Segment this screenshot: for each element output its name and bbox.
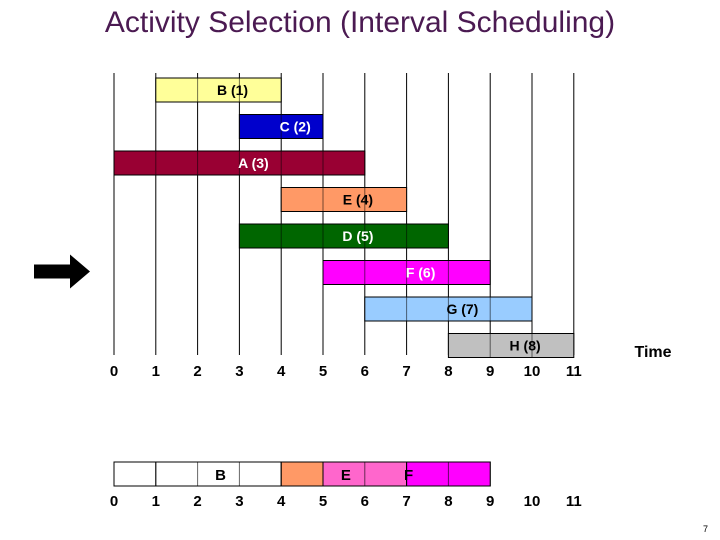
slide-title: Activity Selection (Interval Scheduling) <box>104 6 616 39</box>
activity-bar <box>238 223 449 249</box>
tick-label-bottom-0: 0 <box>110 493 118 510</box>
tick-label-top-5: 5 <box>319 363 327 380</box>
tick-label-top-7: 7 <box>402 363 410 380</box>
tick-label-bottom-3: 3 <box>235 493 243 510</box>
activity-3: E (4) <box>280 187 408 212</box>
selected-segment-1 <box>280 461 324 487</box>
tick-label-top-10: 10 <box>524 363 541 380</box>
tick-label-top-8: 8 <box>444 363 452 380</box>
arrow-right-icon <box>34 254 90 289</box>
time-axis-top: 0 1 2 3 4 5 6 7 8 9 10 11 <box>110 363 582 380</box>
tick-label-bottom-10: 10 <box>524 493 541 510</box>
time-axis-bottom: 0 1 2 3 4 5 6 7 8 9 10 11 <box>110 493 582 510</box>
activity-bar <box>155 77 282 103</box>
tick-label-bottom-7: 7 <box>402 493 410 510</box>
tick-label-bottom-1: 1 <box>152 493 160 510</box>
tick-label-top-4: 4 <box>277 363 286 380</box>
activity-label: C (2) <box>280 119 311 135</box>
tick-label-bottom-8: 8 <box>444 493 452 510</box>
activity-4: D (5) <box>238 223 449 249</box>
activity-1: C (2) <box>238 114 324 139</box>
selection-label-0: B <box>215 467 226 484</box>
selection-label-2: F <box>404 467 413 484</box>
tick-label-bottom-6: 6 <box>361 493 369 510</box>
activity-bar <box>280 187 408 212</box>
tick-label-top-2: 2 <box>193 363 201 380</box>
tick-label-bottom-9: 9 <box>486 493 494 510</box>
selection-label-1: E <box>341 467 351 484</box>
activity-bars: B (1) C (2) A (3) E (4) D (5) F (6) G (7) H (8) <box>113 77 575 358</box>
tick-label-top-1: 1 <box>152 363 160 380</box>
activity-label: B (1) <box>217 82 248 98</box>
tick-label-top-11: 11 <box>566 363 582 380</box>
slide-number: 7 <box>702 524 708 534</box>
activity-label: A (3) <box>238 155 269 171</box>
activity-label: D (5) <box>342 228 373 244</box>
tick-label-top-3: 3 <box>235 363 243 380</box>
activity-label: H (8) <box>510 338 541 354</box>
tick-label-top-6: 6 <box>361 363 369 380</box>
activity-6: G (7) <box>364 296 533 322</box>
time-axis-label: Time <box>634 344 671 361</box>
activity-7: H (8) <box>447 333 575 358</box>
activity-label: G (7) <box>446 301 478 317</box>
selected-segment-0 <box>155 461 282 487</box>
tick-label-top-9: 9 <box>486 363 494 380</box>
activity-label: F (6) <box>406 265 436 281</box>
tick-label-bottom-4: 4 <box>277 493 286 510</box>
activity-label: E (4) <box>343 192 373 208</box>
activity-bar <box>447 333 575 358</box>
activity-2: A (3) <box>113 150 366 176</box>
tick-label-bottom-11: 11 <box>566 493 582 510</box>
activity-0: B (1) <box>155 77 282 103</box>
activity-5: F (6) <box>322 260 491 285</box>
tick-label-bottom-2: 2 <box>193 493 201 510</box>
tick-label-bottom-5: 5 <box>319 493 327 510</box>
current-activity-arrow <box>34 254 90 289</box>
tick-label-top-0: 0 <box>110 363 118 380</box>
